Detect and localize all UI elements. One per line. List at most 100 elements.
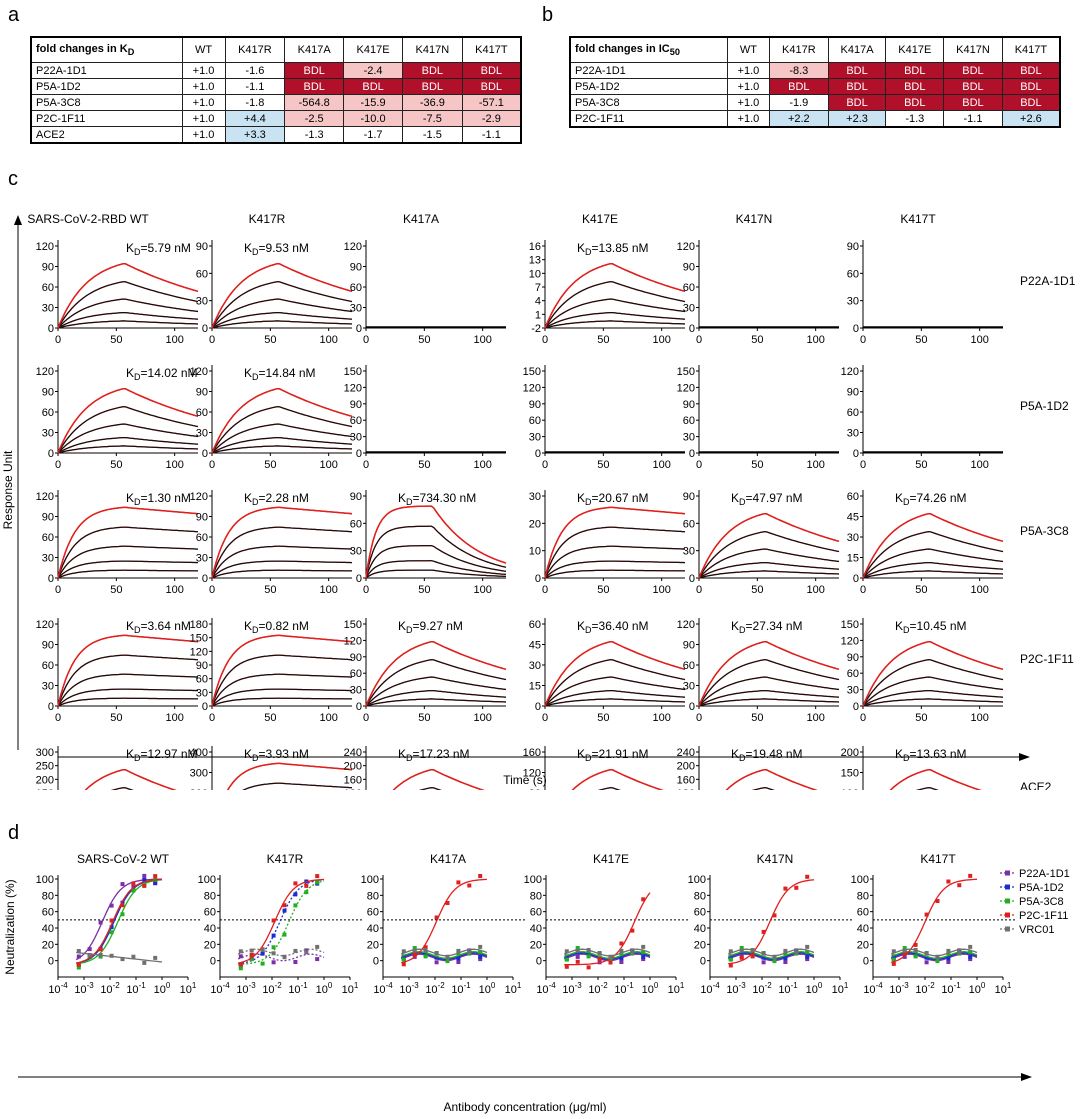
y-tick-label: 20: [42, 939, 54, 951]
y-tick-label: 150: [841, 768, 859, 780]
x-tick-label: 100: [154, 981, 171, 996]
y-tick-label: 20: [367, 939, 379, 951]
data-point: [304, 883, 309, 888]
fit-curve: [84, 769, 177, 790]
y-tick-label: 60: [847, 668, 859, 680]
x-tick-exp: -1: [627, 981, 635, 990]
data-point: [401, 957, 406, 962]
kd-k: K: [398, 747, 406, 761]
data-point: [957, 883, 962, 888]
y-tick-label: 120: [523, 768, 541, 780]
legend-marker: [1005, 926, 1010, 932]
data-point: [597, 951, 602, 956]
x-tick-label: 50: [110, 459, 122, 471]
x-tick-label: 0: [209, 459, 215, 471]
x-tick-exp: 1: [192, 981, 197, 990]
x-tick-exp: -3: [412, 981, 420, 990]
sensorgram-plot: 60 45 30 15 00 50 100 KD=36.40 nM: [529, 618, 686, 724]
data-point: [935, 899, 940, 903]
data-point: [891, 949, 896, 954]
y-tick-label: 60: [350, 415, 362, 427]
table-row: P5A-3C8 +1.0 -1.8 -564.8 -15.9 -36.9 -57.1: [30, 94, 522, 111]
data-point: [761, 955, 766, 960]
sensorgram-plot: 150 120 90 60 30 00 50 100: [677, 365, 839, 471]
x-tick-base: 10: [288, 984, 300, 996]
response-curve: [211, 673, 353, 707]
data-point: [271, 945, 276, 950]
data-point: [575, 954, 580, 959]
y-tick-label: 16: [529, 241, 541, 253]
fit-curve-p2c-1f11: [238, 878, 325, 964]
fit-curve-top: [544, 262, 686, 329]
x-tick-exp: -4: [61, 981, 69, 990]
data-point: [456, 960, 461, 964]
response-curve: [57, 634, 199, 707]
x-tick-exp: -1: [139, 981, 147, 990]
data-point: [260, 961, 265, 966]
y-tick-label: 120: [36, 241, 54, 253]
y-tick-label: 60: [683, 660, 695, 672]
data-point: [728, 957, 733, 962]
y-tick-label: 60: [42, 907, 54, 919]
data-point: [401, 949, 406, 954]
column-header: K417N: [402, 36, 463, 63]
kd-k: K: [577, 619, 585, 633]
sensorgram-plot: 120 90 60 30 00 50 100: [841, 365, 1003, 471]
x-tick-base: 10: [863, 984, 875, 996]
y-tick-label: 90: [847, 241, 859, 253]
data-point: [315, 880, 320, 885]
kd-label: KD=734.30 nM: [398, 491, 476, 507]
y-tick-label: 60: [196, 268, 208, 280]
x-tick-label: 0: [363, 334, 369, 346]
data-point: [412, 948, 417, 953]
x-tick-label: 100: [970, 334, 988, 346]
y-tick-label: 40: [857, 923, 869, 935]
response-curve: [211, 697, 352, 707]
fit-curve-top: [57, 634, 199, 707]
x-tick-exp: -4: [223, 981, 231, 990]
kd-k: K: [398, 491, 406, 505]
y-tick-label: 0: [535, 573, 541, 585]
data-point: [120, 903, 125, 908]
kd-label: KD=74.26 nM: [895, 491, 967, 507]
x-tick-base: 10: [562, 984, 574, 996]
y-tick-label: 300: [190, 768, 208, 780]
table-cell: -2.5: [284, 110, 345, 127]
ic50-fold-change-table: fold changes in IC50 WT K417R K417A K417E K41…: [569, 36, 1061, 128]
legend-label: VRC01: [1019, 924, 1054, 936]
y-tick-label: 150: [190, 633, 208, 645]
y-tick-label: 200: [190, 788, 208, 790]
column-header: WT: [726, 36, 771, 63]
fit-curve: [211, 569, 352, 579]
response-curve: [698, 562, 840, 579]
data-point: [238, 949, 243, 954]
x-tick-exp: -1: [464, 981, 472, 990]
y-tick-label: 0: [202, 323, 208, 335]
kd-value: =14.02 nM: [141, 366, 198, 380]
y-tick-label: 0: [202, 573, 208, 585]
data-point: [315, 944, 320, 949]
kd-sub: D: [134, 625, 141, 635]
data-point: [805, 874, 810, 879]
kd-value: =12.97 nM: [141, 747, 198, 761]
sensorgram-plot: 150 120 90 60 30 00 50 100 KD=9.27 nM: [344, 618, 507, 724]
x-tick-label: 100: [473, 459, 491, 471]
y-tick-label: 60: [683, 282, 695, 294]
fit-curve-top: [57, 387, 199, 454]
x-tick-base: 10: [180, 984, 192, 996]
fit-curve-top: [211, 634, 353, 707]
response-curve: [698, 531, 840, 579]
response-curve: [57, 688, 199, 707]
table-cell: BDL: [943, 78, 1003, 95]
y-tick-label: 60: [350, 282, 362, 294]
data-point: [434, 951, 439, 956]
x-tick-label: 50: [264, 334, 276, 346]
y-tick-label: 60: [42, 282, 54, 294]
kd-label: KD=10.45 nM: [895, 619, 967, 635]
x-tick-label: 100: [806, 712, 824, 724]
kd-label: KD=14.84 nM: [244, 366, 316, 382]
table-cell: BDL: [885, 94, 945, 111]
x-tick-label: 50: [915, 334, 927, 346]
kd-value: =5.79 nM: [141, 241, 191, 255]
y-tick-label: 60: [350, 668, 362, 680]
